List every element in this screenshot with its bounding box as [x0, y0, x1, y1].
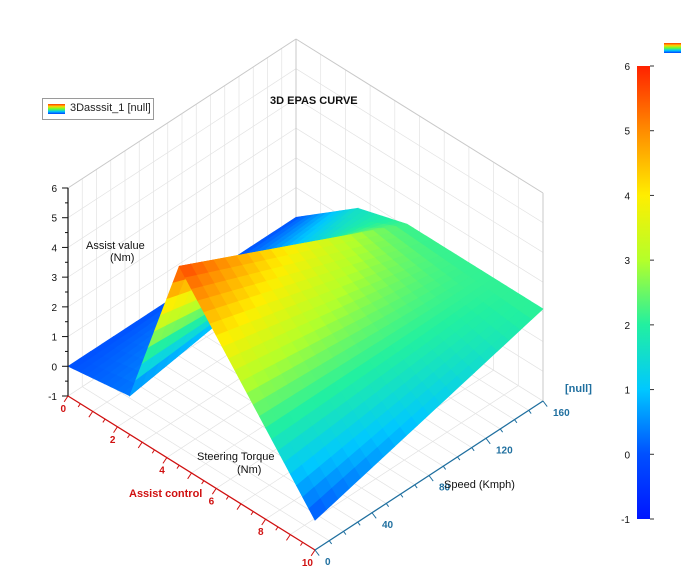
y-tick	[314, 549, 320, 556]
y-tick	[542, 400, 548, 407]
colorbar-tick-label: 1	[624, 386, 630, 397]
colorbar-tick-label: 5	[624, 127, 630, 138]
grid-line	[67, 98, 297, 248]
x-minor-tick	[225, 495, 229, 500]
z-tick-label: 4	[51, 243, 57, 254]
colorbar: 6 5 4 3 2 1 0 -1	[621, 62, 654, 526]
z-tick-label: 6	[51, 184, 57, 195]
grid-line	[67, 68, 297, 219]
colorbar-tick-label: -1	[621, 515, 630, 526]
z-axis-unit: (Nm)	[110, 252, 135, 264]
x-axis-unit: (Nm)	[237, 464, 262, 476]
y-axis-unit-label: [null]	[565, 383, 592, 395]
y-tick-label: 120	[496, 445, 513, 456]
z-tick-label: 1	[51, 333, 57, 344]
box-edge	[67, 38, 297, 189]
y-minor-tick	[385, 503, 390, 507]
chart-title: 3D EPAS CURVE	[270, 95, 358, 107]
y-minor-tick	[414, 484, 418, 489]
colorbar-tick-label: 3	[624, 256, 630, 267]
grid-line	[82, 386, 330, 541]
y-minor-tick	[400, 493, 404, 498]
z-tick-label: 5	[51, 214, 57, 225]
x-tick	[310, 549, 316, 557]
x-axis-name: Assist control	[129, 488, 203, 500]
x-tick	[63, 395, 69, 403]
x-tick	[162, 457, 168, 464]
x-minor-tick	[201, 480, 205, 485]
y-minor-tick	[328, 540, 333, 545]
x-minor-tick	[127, 434, 131, 439]
y-minor-tick	[514, 419, 518, 424]
x-tick-label: 4	[159, 466, 165, 477]
grid-line	[295, 127, 544, 283]
colorbar-tick-label: 6	[624, 62, 630, 73]
legend-swatch-icon	[48, 104, 65, 114]
colorbar-tick-label: 0	[624, 450, 630, 461]
grid-line	[96, 377, 344, 532]
grid-line	[295, 98, 544, 253]
x-axis-label: Steering Torque	[197, 451, 275, 463]
x-tick	[137, 441, 143, 449]
y-minor-tick	[442, 465, 447, 470]
grid-line	[67, 127, 297, 278]
legend-label: 3Dasssit_1 [null]	[70, 102, 151, 114]
colorbar-tick-label: 4	[624, 191, 630, 202]
x-minor-tick	[176, 465, 180, 469]
y-minor-tick	[457, 456, 461, 461]
x-minor-tick	[151, 449, 155, 454]
x-tick-label: 6	[209, 496, 215, 507]
grid-line	[67, 157, 297, 308]
x-tick	[236, 503, 242, 510]
z-axis-label: Assist value	[86, 240, 145, 252]
y-axis-label: Speed (Kmph)	[444, 479, 515, 491]
y-tick-label: 0	[325, 557, 331, 568]
colormap-icon	[664, 43, 681, 53]
y-minor-tick	[343, 531, 347, 535]
x-tick	[261, 518, 267, 526]
x-tick	[187, 472, 192, 480]
grid-line	[295, 68, 544, 224]
y-tick	[428, 475, 434, 482]
x-tick	[211, 488, 217, 495]
surface-patch	[308, 498, 327, 521]
grid-line	[67, 187, 297, 337]
x-minor-tick	[77, 403, 81, 408]
box-edge	[295, 38, 544, 194]
y-minor-tick	[357, 521, 361, 526]
z-tick-label: 2	[51, 303, 57, 314]
x-minor-tick	[275, 526, 279, 531]
colorbar-gradient	[637, 66, 650, 519]
colorbar-tick-label: 2	[624, 321, 630, 332]
x-tick-label: 10	[302, 558, 314, 569]
x-tick	[88, 411, 94, 418]
x-tick	[113, 426, 118, 433]
x-tick-label: 8	[258, 527, 264, 538]
y-minor-tick	[499, 428, 504, 433]
x-tick-label: 0	[60, 404, 66, 415]
y-tick	[485, 437, 491, 445]
x-minor-tick	[250, 511, 254, 516]
y-tick-label: 40	[382, 520, 394, 531]
z-tick-label: 3	[51, 273, 57, 284]
y-tick-label: 160	[553, 408, 570, 419]
x-tick	[286, 534, 291, 541]
y-minor-tick	[471, 447, 475, 452]
z-tick-label: 0	[51, 362, 57, 373]
z-tick-label: -1	[48, 392, 57, 403]
assist-surface	[67, 207, 544, 521]
y-tick	[371, 512, 377, 519]
x-tick-label: 2	[110, 435, 116, 446]
x-minor-tick	[300, 542, 304, 546]
x-minor-tick	[102, 418, 106, 423]
y-minor-tick	[528, 410, 532, 414]
y-tick-label: 80	[439, 483, 451, 494]
legend: 3Dasssit_1 [null]	[42, 98, 154, 120]
